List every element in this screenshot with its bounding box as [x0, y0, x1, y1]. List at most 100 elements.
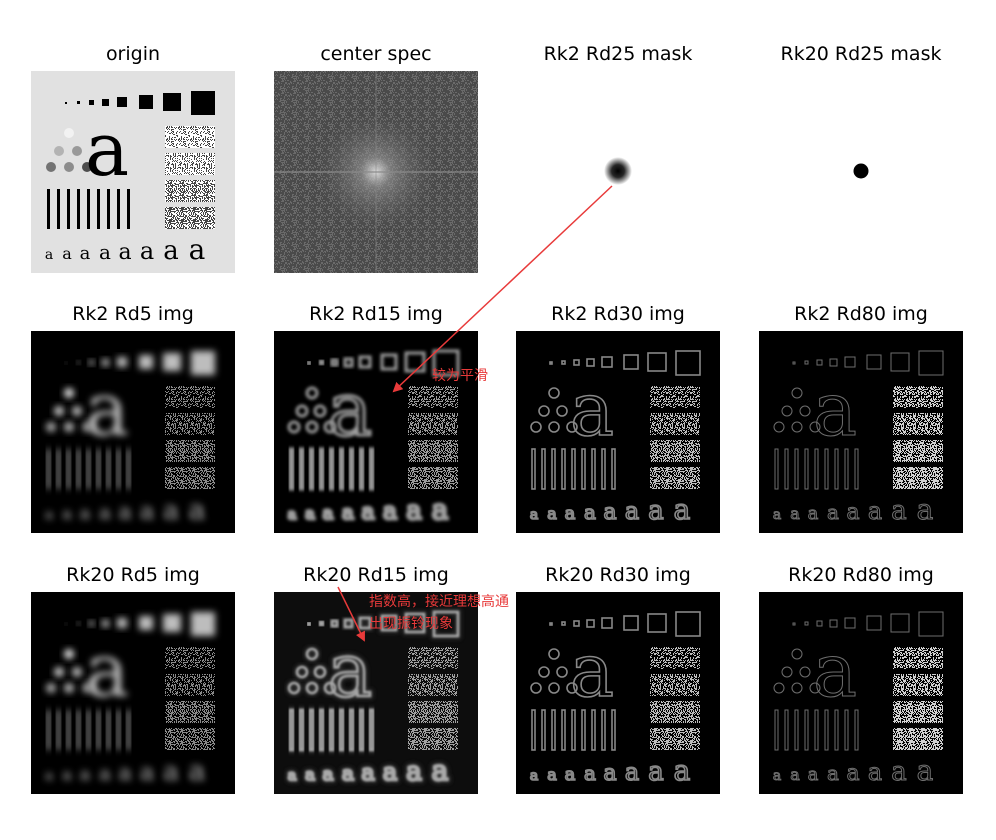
svg-text:a: a: [361, 761, 374, 786]
svg-text:a: a: [648, 757, 664, 787]
svg-text:a: a: [530, 507, 538, 523]
svg-text:a: a: [868, 497, 882, 525]
svg-text:a: a: [80, 503, 91, 524]
panel-center-spec: [274, 71, 478, 273]
panel-rk2-rd25-mask: [516, 71, 720, 273]
svg-text:a: a: [813, 367, 857, 453]
svg-text:a: a: [790, 504, 800, 523]
svg-text:a: a: [288, 768, 296, 784]
svg-text:a: a: [85, 628, 129, 714]
svg-text:a: a: [674, 754, 691, 787]
svg-text:a: a: [305, 765, 315, 784]
svg-text:a: a: [917, 493, 934, 526]
svg-text:a: a: [99, 240, 111, 264]
svg-text:a: a: [163, 757, 179, 787]
svg-text:a: a: [288, 507, 296, 523]
svg-text:a: a: [140, 497, 154, 525]
svg-text:a: a: [868, 758, 882, 786]
svg-text:a: a: [773, 507, 781, 523]
svg-text:a: a: [163, 496, 179, 526]
panel-title-rk20-rd15: Rk20 Rd15 img: [303, 564, 449, 586]
svg-text:a: a: [62, 504, 72, 523]
svg-text:a: a: [189, 754, 206, 787]
annotation-note-ringing-1: 指数高，接近理想高通: [369, 594, 509, 610]
svg-text:a: a: [603, 761, 616, 786]
svg-text:a: a: [118, 761, 131, 786]
panel-title-rk20-rd30: Rk20 Rd30 img: [545, 564, 691, 586]
svg-text:a: a: [305, 504, 315, 523]
svg-text:a: a: [383, 758, 397, 786]
panel-title-rk2-rd80: Rk2 Rd80 img: [794, 303, 928, 325]
panel-title-rk2-rd15: Rk2 Rd15 img: [309, 303, 443, 325]
rk2-rd30-image: aa a a a a a a a: [516, 331, 720, 533]
svg-text:a: a: [342, 500, 354, 524]
svg-text:a: a: [323, 764, 334, 785]
svg-text:a: a: [625, 497, 639, 525]
svg-text:a: a: [846, 761, 859, 786]
rk2-rd15-image: aa a a a a a a a: [274, 331, 478, 533]
svg-text:a: a: [827, 761, 839, 785]
svg-text:a: a: [45, 247, 53, 263]
svg-text:a: a: [323, 503, 334, 524]
svg-text:a: a: [530, 768, 538, 784]
origin-image: aa a a a a a a a: [31, 71, 235, 273]
svg-text:a: a: [62, 765, 72, 784]
svg-text:a: a: [288, 768, 296, 784]
svg-text:a: a: [648, 496, 664, 526]
svg-text:a: a: [85, 367, 129, 453]
svg-text:a: a: [45, 768, 53, 784]
svg-text:a: a: [118, 240, 131, 265]
svg-text:a: a: [361, 761, 374, 786]
svg-text:a: a: [80, 764, 91, 785]
rk2-rd80-image: aa a a a a a a a: [759, 331, 963, 533]
svg-text:a: a: [808, 764, 819, 785]
svg-text:a: a: [342, 761, 354, 785]
svg-text:a: a: [584, 500, 596, 524]
annotation-note-smooth: 较为平滑: [432, 368, 488, 384]
svg-text:a: a: [846, 500, 859, 525]
panel-title-rk20-rd80: Rk20 Rd80 img: [788, 564, 934, 586]
rk20-rd30-image: aa a a a a a a a: [516, 592, 720, 794]
svg-text:a: a: [406, 496, 422, 526]
svg-text:a: a: [328, 367, 372, 453]
rk2-rd5-image: aa a a a a a a a: [31, 331, 235, 533]
hard-mask-image: [759, 71, 963, 273]
panel-title-rk2-rd30: Rk2 Rd30 img: [551, 303, 685, 325]
svg-text:a: a: [432, 754, 449, 787]
svg-text:a: a: [406, 757, 422, 787]
svg-text:a: a: [432, 493, 449, 526]
panel-title-rk20-rd25-mask: Rk20 Rd25 mask: [780, 43, 942, 65]
svg-text:a: a: [603, 500, 616, 525]
svg-text:a: a: [432, 754, 449, 787]
panel-title-rk20-rd5: Rk20 Rd5 img: [66, 564, 200, 586]
svg-text:a: a: [570, 628, 614, 714]
svg-text:a: a: [323, 764, 334, 785]
svg-text:a: a: [547, 765, 557, 784]
svg-text:a: a: [45, 507, 53, 523]
svg-text:a: a: [118, 500, 131, 525]
svg-text:a: a: [361, 500, 374, 525]
svg-text:a: a: [140, 237, 154, 265]
svg-text:a: a: [790, 765, 800, 784]
svg-text:a: a: [383, 758, 397, 786]
svg-text:a: a: [773, 768, 781, 784]
svg-text:a: a: [827, 500, 839, 524]
svg-text:a: a: [891, 757, 907, 787]
panel-title-origin: origin: [105, 43, 161, 65]
svg-text:a: a: [62, 244, 72, 263]
spectrum-image: [274, 71, 478, 273]
svg-text:a: a: [99, 761, 111, 785]
rk20-rd15-image: aa a a a a a a aaa a a a a a a a: [274, 592, 478, 794]
svg-text:a: a: [80, 243, 91, 264]
svg-text:a: a: [189, 233, 206, 266]
svg-text:a: a: [565, 503, 576, 524]
svg-text:a: a: [584, 761, 596, 785]
svg-text:a: a: [570, 367, 614, 453]
svg-text:a: a: [808, 503, 819, 524]
panel-title-center-spec: center spec: [320, 43, 432, 65]
svg-text:a: a: [674, 493, 691, 526]
panel-title-rk2-rd5: Rk2 Rd5 img: [72, 303, 194, 325]
